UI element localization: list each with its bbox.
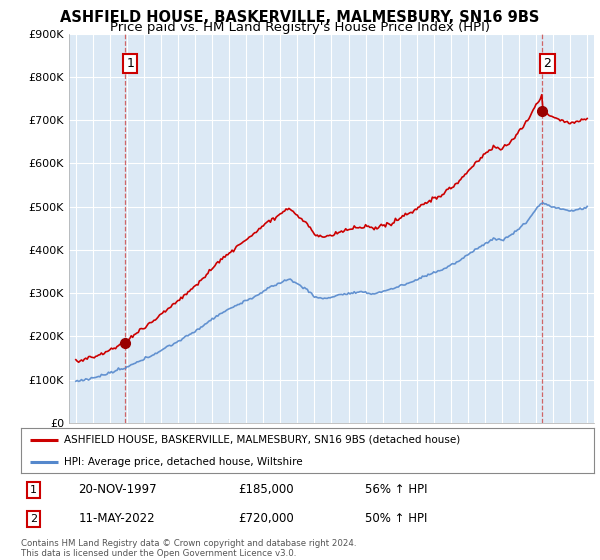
Text: HPI: Average price, detached house, Wiltshire: HPI: Average price, detached house, Wilt… bbox=[64, 457, 302, 467]
Text: £185,000: £185,000 bbox=[239, 483, 295, 496]
Text: 11-MAY-2022: 11-MAY-2022 bbox=[79, 512, 155, 525]
Text: 1: 1 bbox=[127, 57, 134, 71]
Text: Price paid vs. HM Land Registry's House Price Index (HPI): Price paid vs. HM Land Registry's House … bbox=[110, 21, 490, 34]
Text: 56% ↑ HPI: 56% ↑ HPI bbox=[365, 483, 427, 496]
Text: 2: 2 bbox=[544, 57, 551, 71]
Text: Contains HM Land Registry data © Crown copyright and database right 2024.
This d: Contains HM Land Registry data © Crown c… bbox=[21, 539, 356, 558]
Text: 20-NOV-1997: 20-NOV-1997 bbox=[79, 483, 157, 496]
Text: 2: 2 bbox=[30, 514, 37, 524]
Text: 50% ↑ HPI: 50% ↑ HPI bbox=[365, 512, 427, 525]
Text: ASHFIELD HOUSE, BASKERVILLE, MALMESBURY, SN16 9BS (detached house): ASHFIELD HOUSE, BASKERVILLE, MALMESBURY,… bbox=[64, 435, 460, 445]
Text: ASHFIELD HOUSE, BASKERVILLE, MALMESBURY, SN16 9BS: ASHFIELD HOUSE, BASKERVILLE, MALMESBURY,… bbox=[61, 10, 539, 25]
Text: 1: 1 bbox=[30, 485, 37, 495]
Text: £720,000: £720,000 bbox=[239, 512, 295, 525]
